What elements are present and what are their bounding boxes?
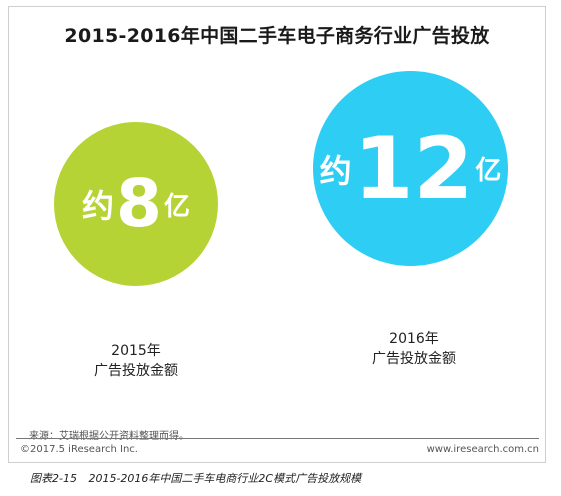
approx-prefix: 约 bbox=[319, 151, 352, 190]
metric-label: 广告投放金额 bbox=[94, 363, 178, 379]
unit-suffix: 亿 bbox=[475, 156, 502, 186]
website-url: www.iresearch.com.cn bbox=[426, 444, 539, 455]
bubble-2015: 约 8 亿 bbox=[54, 122, 218, 286]
category-label-2015: 2015年 广告投放金额 bbox=[56, 341, 216, 381]
category-label-2016: 2016年 广告投放金额 bbox=[334, 329, 494, 369]
chart-title: 2015-2016年中国二手车电子商务行业广告投放 bbox=[64, 25, 490, 47]
approx-prefix: 约 bbox=[82, 187, 115, 225]
copyright: ©2017.5 iResearch Inc. bbox=[20, 444, 138, 455]
value-2015: 8 bbox=[116, 165, 162, 242]
unit-suffix: 亿 bbox=[163, 191, 190, 222]
figure-caption: 图表2-15 2015-2016年中国二手车电商行业2C模式广告投放规模 bbox=[30, 470, 369, 486]
year-label: 2015年 bbox=[111, 343, 161, 359]
footer-divider bbox=[16, 438, 539, 439]
bubble-2016: 约 12 亿 bbox=[313, 71, 508, 266]
year-label: 2016年 bbox=[389, 331, 439, 347]
figure-number: 图表2-15 bbox=[30, 472, 77, 485]
source-note: 来源：艾瑞根据公开资料整理而得。 bbox=[29, 431, 189, 442]
value-2016: 12 bbox=[353, 118, 474, 219]
chart-frame: 2015-2016年中国二手车电子商务行业广告投放 约 8 亿 约 12 亿 2… bbox=[8, 6, 546, 463]
figure-caption-text: 2015-2016年中国二手车电商行业2C模式广告投放规模 bbox=[88, 472, 362, 485]
metric-label: 广告投放金额 bbox=[372, 351, 456, 367]
